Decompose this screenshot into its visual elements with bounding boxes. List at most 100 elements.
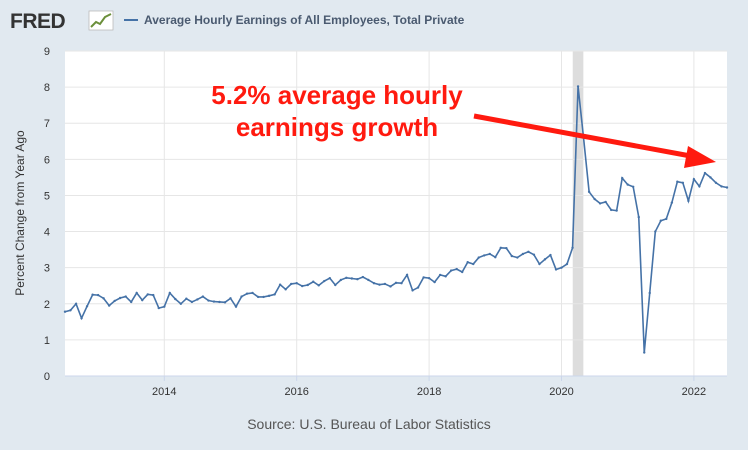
data-point <box>389 285 392 288</box>
data-point <box>604 200 607 204</box>
data-point <box>665 217 668 221</box>
y-tick-label: 6 <box>44 154 50 166</box>
data-point <box>323 279 326 283</box>
data-point <box>433 280 436 284</box>
data-points <box>63 85 729 354</box>
data-point <box>725 186 729 189</box>
data-point <box>234 305 238 308</box>
data-point <box>444 275 447 278</box>
y-tick-label: 4 <box>44 227 50 239</box>
data-point <box>229 297 232 300</box>
data-point <box>643 351 646 354</box>
data-point <box>290 282 293 286</box>
data-point <box>626 183 629 186</box>
data-point <box>91 293 94 296</box>
data-point <box>615 209 618 212</box>
data-point <box>510 254 514 258</box>
data-point <box>527 250 530 253</box>
data-point <box>278 283 282 286</box>
y-tick-label: 3 <box>44 263 50 275</box>
data-point <box>687 199 690 203</box>
data-point <box>422 276 425 279</box>
data-point <box>113 299 116 303</box>
fred-logo-text: FRED <box>10 10 66 33</box>
data-point <box>681 181 685 185</box>
data-point <box>118 296 122 300</box>
data-point <box>356 278 359 281</box>
data-point <box>472 262 475 266</box>
data-point <box>521 252 525 256</box>
y-tick-label: 0 <box>44 371 50 383</box>
data-point <box>532 253 536 256</box>
data-point <box>637 215 640 219</box>
data-point <box>345 276 348 279</box>
data-point <box>609 208 613 212</box>
data-point <box>107 304 111 307</box>
data-point <box>427 276 431 280</box>
data-point <box>372 281 376 285</box>
data-point <box>163 305 166 308</box>
annotation-line-1: 5.2% average hourly <box>211 80 463 110</box>
data-point <box>593 197 596 201</box>
data-point <box>571 246 574 250</box>
annotation: 5.2% average hourly earnings growth <box>211 80 716 168</box>
x-tick-label: 2014 <box>152 386 176 398</box>
y-tick-label: 1 <box>44 335 50 347</box>
data-point <box>654 230 657 233</box>
data-point <box>516 256 519 259</box>
legend-label[interactable]: Average Hourly Earnings of All Employees… <box>144 13 465 27</box>
data-point <box>598 202 602 205</box>
data-point <box>262 295 265 299</box>
data-point <box>212 300 216 303</box>
data-point <box>218 300 221 304</box>
x-axis: 2014 2016 2018 2020 2022 <box>65 375 727 398</box>
data-point <box>543 258 547 261</box>
data-point <box>631 185 635 188</box>
data-point <box>560 266 563 269</box>
data-point <box>80 317 83 320</box>
data-point <box>185 297 188 300</box>
fred-logo-chart-icon <box>88 10 114 31</box>
data-point <box>130 300 133 304</box>
data-point <box>284 288 287 291</box>
data-point <box>477 256 480 259</box>
recession-layer <box>572 51 584 376</box>
fred-logo[interactable]: FRED <box>10 10 114 33</box>
data-point <box>328 276 331 280</box>
source-note: Source: U.S. Bureau of Labor Statistics <box>247 416 491 432</box>
x-tick-label: 2018 <box>417 386 441 398</box>
data-point <box>698 185 701 188</box>
data-point <box>461 270 464 274</box>
data-point <box>350 277 354 280</box>
data-point <box>720 185 723 188</box>
data-point <box>317 284 320 287</box>
data-point <box>400 281 403 285</box>
data-point <box>692 177 696 181</box>
y-tick-label: 5 <box>44 190 50 202</box>
data-point <box>96 293 100 297</box>
data-point <box>499 246 502 250</box>
data-point <box>334 283 337 287</box>
data-point <box>201 295 205 298</box>
data-point <box>168 291 171 295</box>
data-point <box>709 176 712 179</box>
data-point <box>361 275 365 279</box>
y-tick-label: 2 <box>44 299 50 311</box>
annotation-arrow-head <box>684 146 716 168</box>
data-point <box>405 273 409 277</box>
annotation-line-2: earnings growth <box>236 112 438 142</box>
data-point <box>483 254 486 257</box>
data-point <box>339 278 343 282</box>
data-point <box>102 297 105 300</box>
data-point <box>703 171 707 175</box>
data-point <box>207 299 210 302</box>
annotation-arrow-shaft <box>473 113 697 160</box>
data-point <box>273 293 276 296</box>
data-point <box>538 262 541 266</box>
y-tick-label: 8 <box>44 82 50 94</box>
data-point <box>267 294 271 298</box>
data-point <box>494 255 497 259</box>
data-point <box>378 283 381 286</box>
data-point <box>223 301 227 304</box>
